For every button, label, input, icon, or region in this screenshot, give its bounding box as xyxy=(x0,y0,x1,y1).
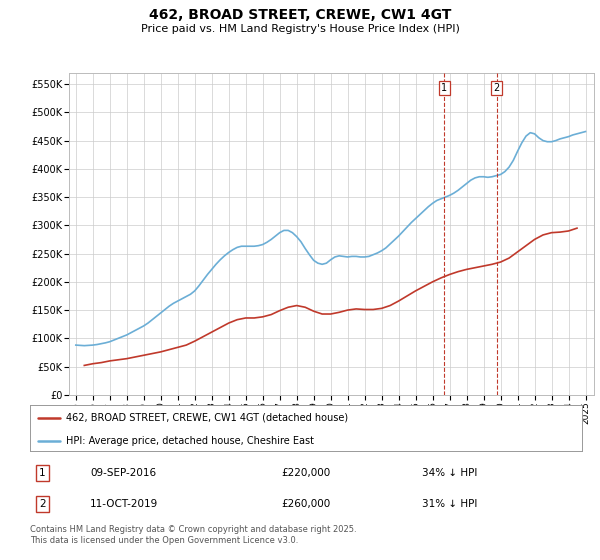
Text: 31% ↓ HPI: 31% ↓ HPI xyxy=(422,499,477,508)
Text: 1: 1 xyxy=(39,468,46,478)
Text: 462, BROAD STREET, CREWE, CW1 4GT: 462, BROAD STREET, CREWE, CW1 4GT xyxy=(149,8,451,22)
Text: 09-SEP-2016: 09-SEP-2016 xyxy=(91,468,157,478)
Text: 2: 2 xyxy=(39,499,46,508)
Text: Contains HM Land Registry data © Crown copyright and database right 2025.
This d: Contains HM Land Registry data © Crown c… xyxy=(30,525,356,545)
Text: £260,000: £260,000 xyxy=(281,499,331,508)
Text: Price paid vs. HM Land Registry's House Price Index (HPI): Price paid vs. HM Land Registry's House … xyxy=(140,24,460,34)
Text: 11-OCT-2019: 11-OCT-2019 xyxy=(90,499,158,508)
Text: £220,000: £220,000 xyxy=(281,468,331,478)
Text: 34% ↓ HPI: 34% ↓ HPI xyxy=(422,468,477,478)
Text: 462, BROAD STREET, CREWE, CW1 4GT (detached house): 462, BROAD STREET, CREWE, CW1 4GT (detac… xyxy=(66,413,348,423)
Text: 2: 2 xyxy=(494,83,500,93)
Text: HPI: Average price, detached house, Cheshire East: HPI: Average price, detached house, Ches… xyxy=(66,436,314,446)
Text: 1: 1 xyxy=(441,83,448,93)
